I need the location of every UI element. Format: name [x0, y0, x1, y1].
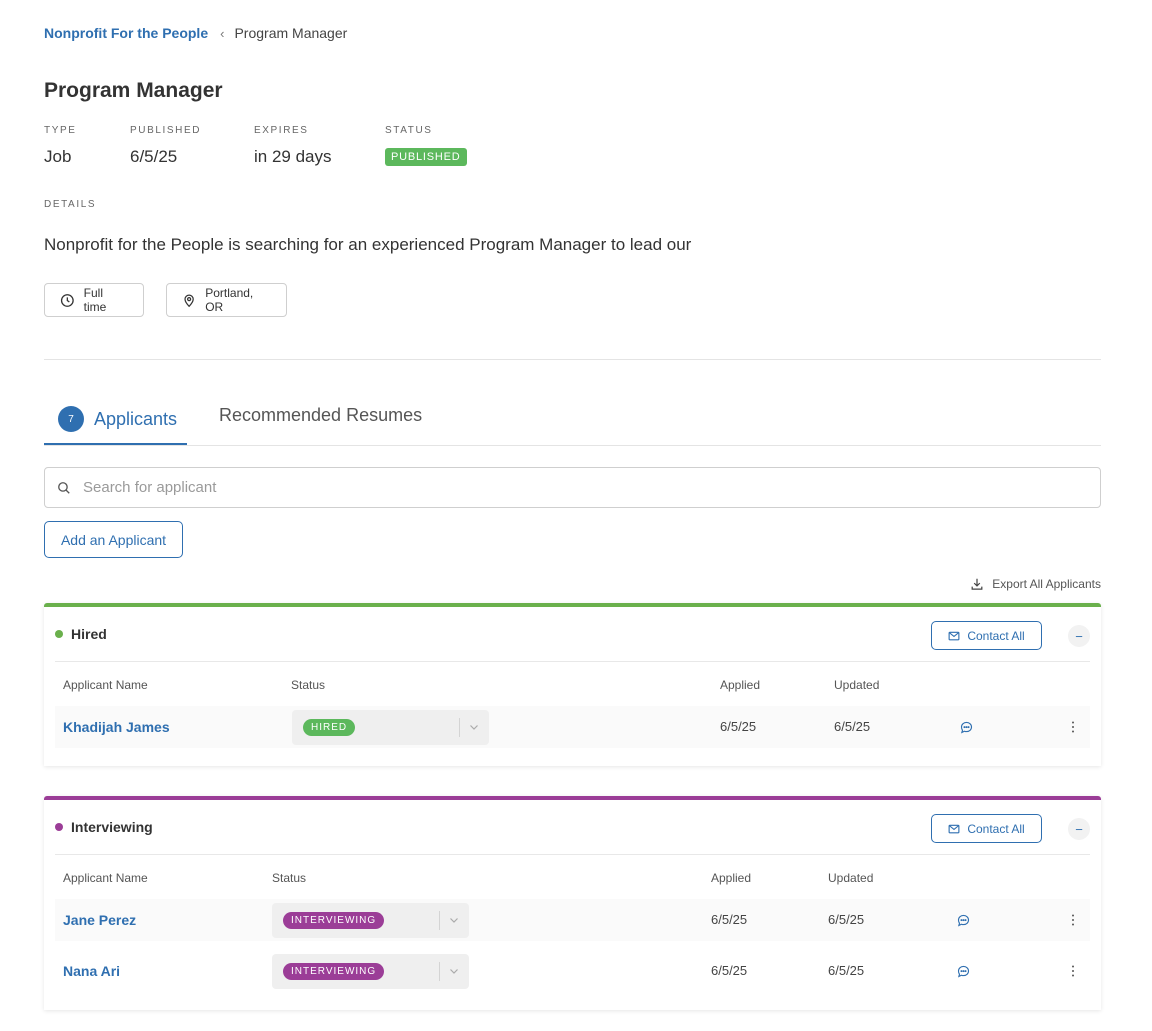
meta-published-label: PUBLISHED [130, 125, 202, 136]
meta-expires-value: in 29 days [254, 147, 332, 166]
export-all-label: Export All Applicants [992, 577, 1101, 591]
applicant-name-link[interactable]: Khadijah James [63, 719, 170, 735]
hired-status-dot [55, 630, 63, 638]
column-header-updated: Updated [828, 871, 874, 885]
status-badge: PUBLISHED [385, 148, 467, 166]
chevron-down-icon [450, 969, 458, 974]
hired-contact-all-button[interactable]: Contact All [931, 621, 1042, 650]
column-header-applied: Applied [720, 678, 761, 692]
search-input[interactable] [83, 479, 1043, 496]
status-select-separator [439, 911, 440, 930]
envelope-icon [948, 824, 960, 833]
hired-collapse-button[interactable]: − [1068, 625, 1090, 647]
table-row: Khadijah James HIRED 6/5/25 6/5/25 [55, 706, 1090, 748]
interviewing-contact-all-label: Contact All [967, 821, 1025, 836]
applicant-name-link[interactable]: Jane Perez [63, 912, 137, 928]
interviewing-group-header: Interviewing Contact All − [44, 800, 1101, 853]
status-select-separator [439, 962, 440, 981]
updated-date: 6/5/25 [828, 912, 865, 927]
export-all-applicants-link[interactable]: Export All Applicants [970, 577, 1101, 591]
hired-group-header: Hired Contact All − [44, 607, 1101, 660]
section-divider [44, 359, 1101, 360]
updated-date: 6/5/25 [828, 963, 865, 978]
status-select[interactable]: INTERVIEWING [272, 954, 469, 989]
clock-icon [60, 293, 74, 307]
tab-recommended-resumes[interactable]: Recommended Resumes [219, 404, 423, 425]
interviewing-collapse-button[interactable]: − [1068, 818, 1090, 840]
envelope-icon [948, 631, 960, 640]
location-pin-icon [184, 293, 194, 307]
meta-status-label: STATUS [385, 125, 433, 136]
interviewing-header-rule [55, 854, 1090, 855]
status-pill: HIRED [303, 719, 356, 736]
details-label: DETAILS [44, 199, 97, 210]
table-row: Jane Perez INTERVIEWING 6/5/25 6/5/25 [55, 899, 1090, 941]
tab-applicants[interactable]: 7 Applicants [44, 395, 187, 445]
applicants-count-badge: 7 [58, 406, 84, 432]
more-vertical-icon[interactable] [1071, 720, 1075, 734]
more-vertical-icon[interactable] [1071, 964, 1075, 978]
applied-date: 6/5/25 [711, 912, 748, 927]
add-applicant-button[interactable]: Add an Applicant [44, 521, 183, 558]
hired-group: Hired Contact All − Applicant Name Statu… [44, 603, 1101, 766]
tab-bar-divider [44, 445, 1101, 446]
chevron-down-icon [470, 725, 478, 730]
tab-bar: 7 Applicants Recommended Resumes [44, 395, 1101, 446]
breadcrumb: Nonprofit For the People ‹ Program Manag… [44, 25, 347, 41]
hired-contact-all-label: Contact All [967, 628, 1025, 643]
table-row: Nana Ari INTERVIEWING 6/5/25 6/5/25 [55, 950, 1090, 992]
meta-expires-label: EXPIRES [254, 125, 309, 136]
breadcrumb-separator: ‹ [220, 25, 225, 41]
search-icon [58, 481, 70, 494]
applicant-name-link[interactable]: Nana Ari [63, 963, 121, 979]
hired-group-title: Hired [71, 626, 107, 642]
applied-date: 6/5/25 [720, 719, 757, 734]
page-title: Program Manager [44, 79, 223, 102]
meta-expires: EXPIRES in 29 days [254, 125, 332, 167]
column-header-status: Status [272, 871, 307, 885]
applied-date: 6/5/25 [711, 963, 748, 978]
details-text: Nonprofit for the People is searching fo… [44, 235, 692, 254]
breadcrumb-current: Program Manager [234, 25, 348, 41]
location-label: Portland, OR [205, 286, 254, 314]
employment-type-chip: Full time [44, 283, 144, 317]
column-header-name: Applicant Name [63, 871, 148, 885]
breadcrumb-parent-link[interactable]: Nonprofit For the People [44, 25, 209, 41]
column-header-applied: Applied [711, 871, 752, 885]
chevron-down-icon [450, 918, 458, 923]
location-chip: Portland, OR [166, 283, 287, 317]
applicant-search [44, 467, 1101, 508]
interviewing-group: Interviewing Contact All − Applicant Nam… [44, 796, 1101, 1010]
column-header-updated: Updated [834, 678, 880, 692]
meta-type-label: TYPE [44, 125, 77, 136]
meta-published-value: 6/5/25 [130, 147, 178, 166]
meta-status: STATUS PUBLISHED [385, 125, 467, 166]
status-select[interactable]: HIRED [292, 710, 489, 745]
status-pill: INTERVIEWING [283, 912, 385, 929]
meta-published: PUBLISHED 6/5/25 [130, 125, 201, 167]
interviewing-group-title: Interviewing [71, 819, 153, 835]
interviewing-contact-all-button[interactable]: Contact All [931, 814, 1042, 843]
status-select[interactable]: INTERVIEWING [272, 903, 469, 938]
hired-header-rule [55, 661, 1090, 662]
tab-applicants-label: Applicants [94, 408, 178, 429]
interviewing-status-dot [55, 823, 63, 831]
column-header-status: Status [291, 678, 326, 692]
download-icon [971, 578, 983, 590]
status-select-separator [459, 718, 460, 737]
meta-type-value: Job [44, 147, 72, 166]
chat-bubble-icon[interactable] [957, 914, 970, 927]
more-vertical-icon[interactable] [1071, 913, 1075, 927]
column-header-name: Applicant Name [63, 678, 148, 692]
updated-date: 6/5/25 [834, 719, 871, 734]
chat-bubble-icon[interactable] [960, 721, 973, 734]
employment-type-label: Full time [83, 286, 107, 314]
chat-bubble-icon[interactable] [957, 965, 970, 978]
status-pill: INTERVIEWING [283, 963, 385, 980]
meta-type: TYPE Job [44, 125, 77, 167]
